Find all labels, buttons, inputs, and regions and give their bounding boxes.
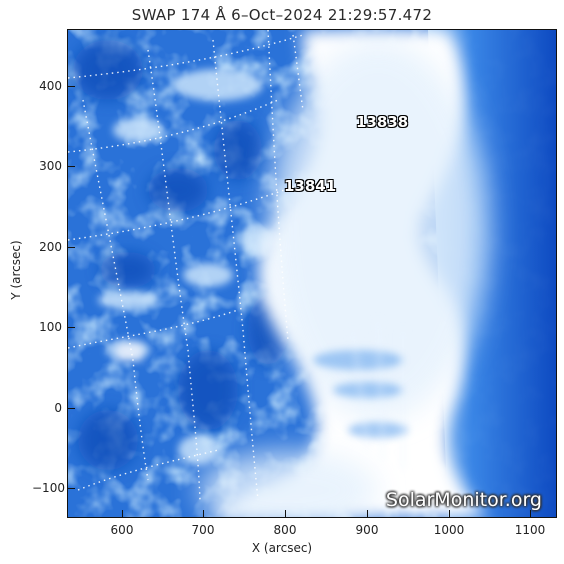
active-region-label: 13841 [284, 177, 337, 195]
x-tick-mark [367, 510, 368, 518]
y-tick-mark [67, 408, 75, 409]
y-tick-mark [67, 166, 75, 167]
active-region-label: 13838 [356, 113, 409, 131]
y-axis-label: Y (arcsec) [9, 240, 23, 300]
y-tick-mark [67, 488, 75, 489]
y-tick-label: 100 [39, 320, 62, 334]
plot-title: SWAP 174 Å 6–Oct–2024 21:29:57.472 [131, 6, 433, 24]
watermark-text: SolarMonitor.org [385, 489, 542, 511]
x-tick-label: 1000 [433, 523, 465, 537]
flare-halo [198, 40, 488, 517]
y-tick-label: −100 [32, 481, 65, 495]
x-tick-mark [449, 510, 450, 518]
x-tick-mark [122, 510, 123, 518]
y-tick-mark [67, 247, 75, 248]
x-tick-mark [285, 510, 286, 518]
x-tick-label: 700 [191, 523, 215, 537]
x-axis-label: X (arcsec) [251, 541, 313, 555]
dark-patches [73, 40, 288, 470]
x-tick-mark [530, 510, 531, 518]
x-tick-label: 600 [110, 523, 134, 537]
bright-loops [98, 69, 276, 465]
y-tick-mark [67, 86, 75, 87]
x-tick-label: 900 [355, 523, 379, 537]
y-tick-label: 200 [39, 240, 62, 254]
heliographic-grid [68, 30, 304, 501]
y-tick-label: 300 [39, 159, 62, 173]
coronal-rays [351, 319, 405, 470]
x-tick-label: 1100 [514, 523, 546, 537]
solar-image-frame: 13838 13841 SolarMonitor.org [67, 29, 557, 518]
y-tick-label: 400 [39, 79, 62, 93]
solar-image [68, 30, 556, 517]
y-tick-mark [67, 327, 75, 328]
x-tick-label: 800 [273, 523, 297, 537]
x-tick-mark [203, 510, 204, 518]
y-tick-label: 0 [54, 401, 62, 415]
